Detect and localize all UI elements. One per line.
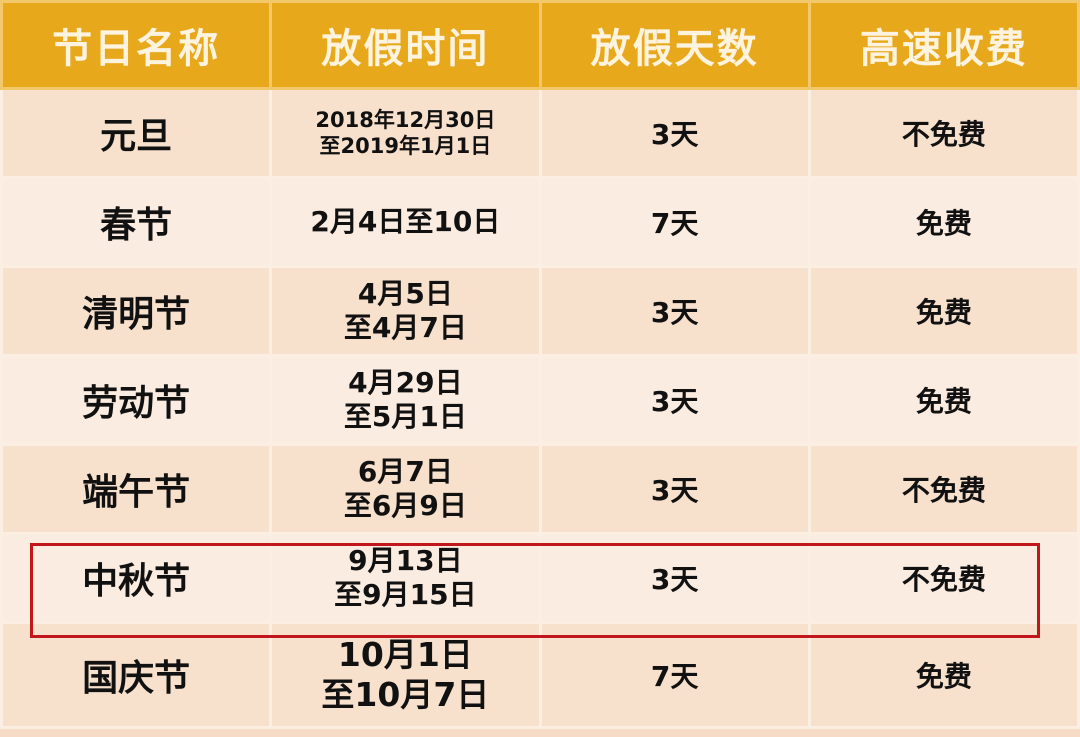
holiday-dates: 2018年12月30日 至2019年1月1日 [269, 87, 542, 179]
date-line: 至10月7日 [321, 675, 490, 714]
holiday-name: 端午节 [0, 443, 273, 535]
header-toll: 高速收费 [807, 0, 1080, 90]
table-row: 中秋节 9月13日 至9月15日 3天 不免费 [0, 532, 1080, 624]
holiday-dates: 6月7日 至6月9日 [269, 443, 542, 535]
holiday-days: 3天 [538, 354, 811, 446]
header-holiday-dates: 放假时间 [269, 0, 542, 90]
toll-status: 不免费 [807, 87, 1080, 179]
date-line: 6月7日 [357, 455, 453, 488]
holiday-name: 劳动节 [0, 354, 273, 446]
date-line: 4月29日 [348, 366, 463, 399]
table-row: 清明节 4月5日 至4月7日 3天 免费 [0, 265, 1080, 357]
holiday-name: 清明节 [0, 265, 273, 357]
holiday-dates: 4月29日 至5月1日 [269, 354, 542, 446]
holiday-days: 3天 [538, 265, 811, 357]
date-line: 至4月7日 [343, 311, 467, 344]
date-line: 至5月1日 [343, 400, 467, 433]
date-line: 9月13日 [348, 544, 463, 577]
header-row: 节日名称 放假时间 放假天数 高速收费 [0, 0, 1080, 90]
table-row: 劳动节 4月29日 至5月1日 3天 免费 [0, 354, 1080, 446]
table-row: 元旦 2018年12月30日 至2019年1月1日 3天 不免费 [0, 87, 1080, 179]
table-row: 国庆节 10月1日 至10月7日 7天 免费 [0, 621, 1080, 729]
holiday-dates: 2月4日至10日 [269, 176, 542, 268]
toll-status: 不免费 [807, 443, 1080, 535]
holiday-name: 春节 [0, 176, 273, 268]
holiday-name: 元旦 [0, 87, 273, 179]
toll-status: 免费 [807, 354, 1080, 446]
holiday-days: 7天 [538, 621, 811, 729]
holiday-days: 7天 [538, 176, 811, 268]
holiday-days: 3天 [538, 87, 811, 179]
header-holiday-name: 节日名称 [0, 0, 273, 90]
toll-status: 免费 [807, 176, 1080, 268]
toll-status: 不免费 [807, 532, 1080, 624]
date-line: 2月4日至10日 [310, 205, 501, 238]
header-days: 放假天数 [538, 0, 811, 90]
date-line: 2018年12月30日 [315, 108, 496, 132]
table-row: 端午节 6月7日 至6月9日 3天 不免费 [0, 443, 1080, 535]
holiday-dates: 10月1日 至10月7日 [269, 621, 542, 729]
date-line: 至6月9日 [343, 489, 467, 522]
holiday-name: 国庆节 [0, 621, 273, 729]
holiday-days: 3天 [538, 532, 811, 624]
toll-status: 免费 [807, 265, 1080, 357]
holiday-dates: 9月13日 至9月15日 [269, 532, 542, 624]
toll-status: 免费 [807, 621, 1080, 729]
holiday-days: 3天 [538, 443, 811, 535]
date-line: 4月5日 [357, 277, 453, 310]
holiday-name: 中秋节 [0, 532, 273, 624]
date-line: 10月1日 [337, 635, 473, 674]
table-row: 春节 2月4日至10日 7天 免费 [0, 176, 1080, 268]
date-line: 至2019年1月1日 [319, 134, 492, 158]
holiday-dates: 4月5日 至4月7日 [269, 265, 542, 357]
date-line: 至9月15日 [334, 578, 477, 611]
